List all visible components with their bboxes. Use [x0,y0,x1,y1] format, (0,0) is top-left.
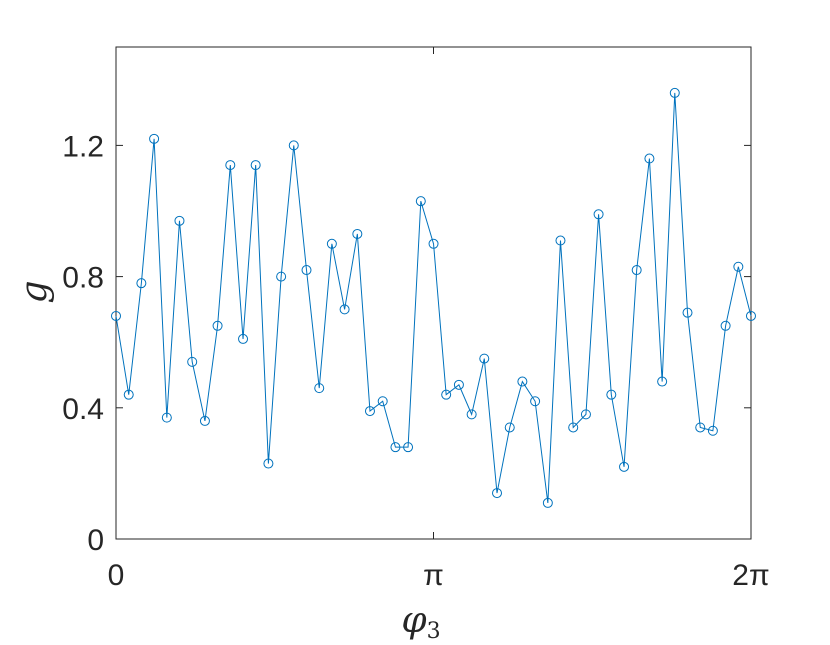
data-point [339,304,350,315]
data-point [377,396,388,407]
data-point [250,160,261,171]
data-point [441,389,452,400]
y-tick-label: 0.8 [62,262,104,295]
data-point [657,376,668,387]
axis-ticks [115,47,752,540]
x-tick-label: π [423,559,444,592]
data-point [492,488,503,499]
data-point [745,310,756,321]
data-point [682,307,693,318]
data-point [479,353,490,364]
data-point [111,310,121,321]
data-point [225,160,236,171]
data-point [593,209,604,220]
data-point [276,271,287,282]
data-point [568,422,579,433]
data-point [695,422,706,433]
data-point [199,415,210,426]
data-point [314,383,325,394]
data-point [136,278,147,289]
data-point [504,422,515,433]
data-point [288,140,299,151]
data-point [238,333,249,344]
data-point [606,389,617,400]
y-tick-label: 0 [87,524,104,557]
data-point [187,356,198,367]
data-point [631,265,642,276]
series-layer [111,87,756,508]
tick-labels: 0 0.4 0.8 1.2 0 π 2π [62,130,769,592]
y-tick-label: 0.4 [62,393,104,426]
data-point [161,412,172,423]
x-axis-label: φ3 [401,600,440,644]
data-point [542,497,553,508]
data-point [580,409,591,420]
data-point [428,238,439,249]
data-point [403,442,414,453]
data-point [301,265,312,276]
data-point [174,215,185,226]
y-tick-label: 1.2 [62,130,104,163]
data-point [212,320,223,331]
data-point [466,409,477,420]
data-point [517,376,528,387]
x-tick-label: 0 [108,559,125,592]
data-point [707,425,718,436]
data-point [733,261,744,272]
data-point [619,461,630,472]
data-point [390,442,401,453]
series-line [115,92,752,503]
data-point [326,238,337,249]
data-point [415,196,426,207]
plot-area [115,46,752,540]
data-point [530,396,541,407]
x-tick-label: 2π [732,559,769,592]
data-point [644,153,655,164]
data-point [149,133,160,144]
data-point [555,235,566,246]
data-point [263,458,274,469]
data-point [352,228,363,239]
data-point [453,379,464,390]
data-point [364,406,375,417]
data-point [720,320,731,331]
data-point [123,389,134,400]
data-point [669,87,680,98]
y-axis-label: g [14,280,55,303]
